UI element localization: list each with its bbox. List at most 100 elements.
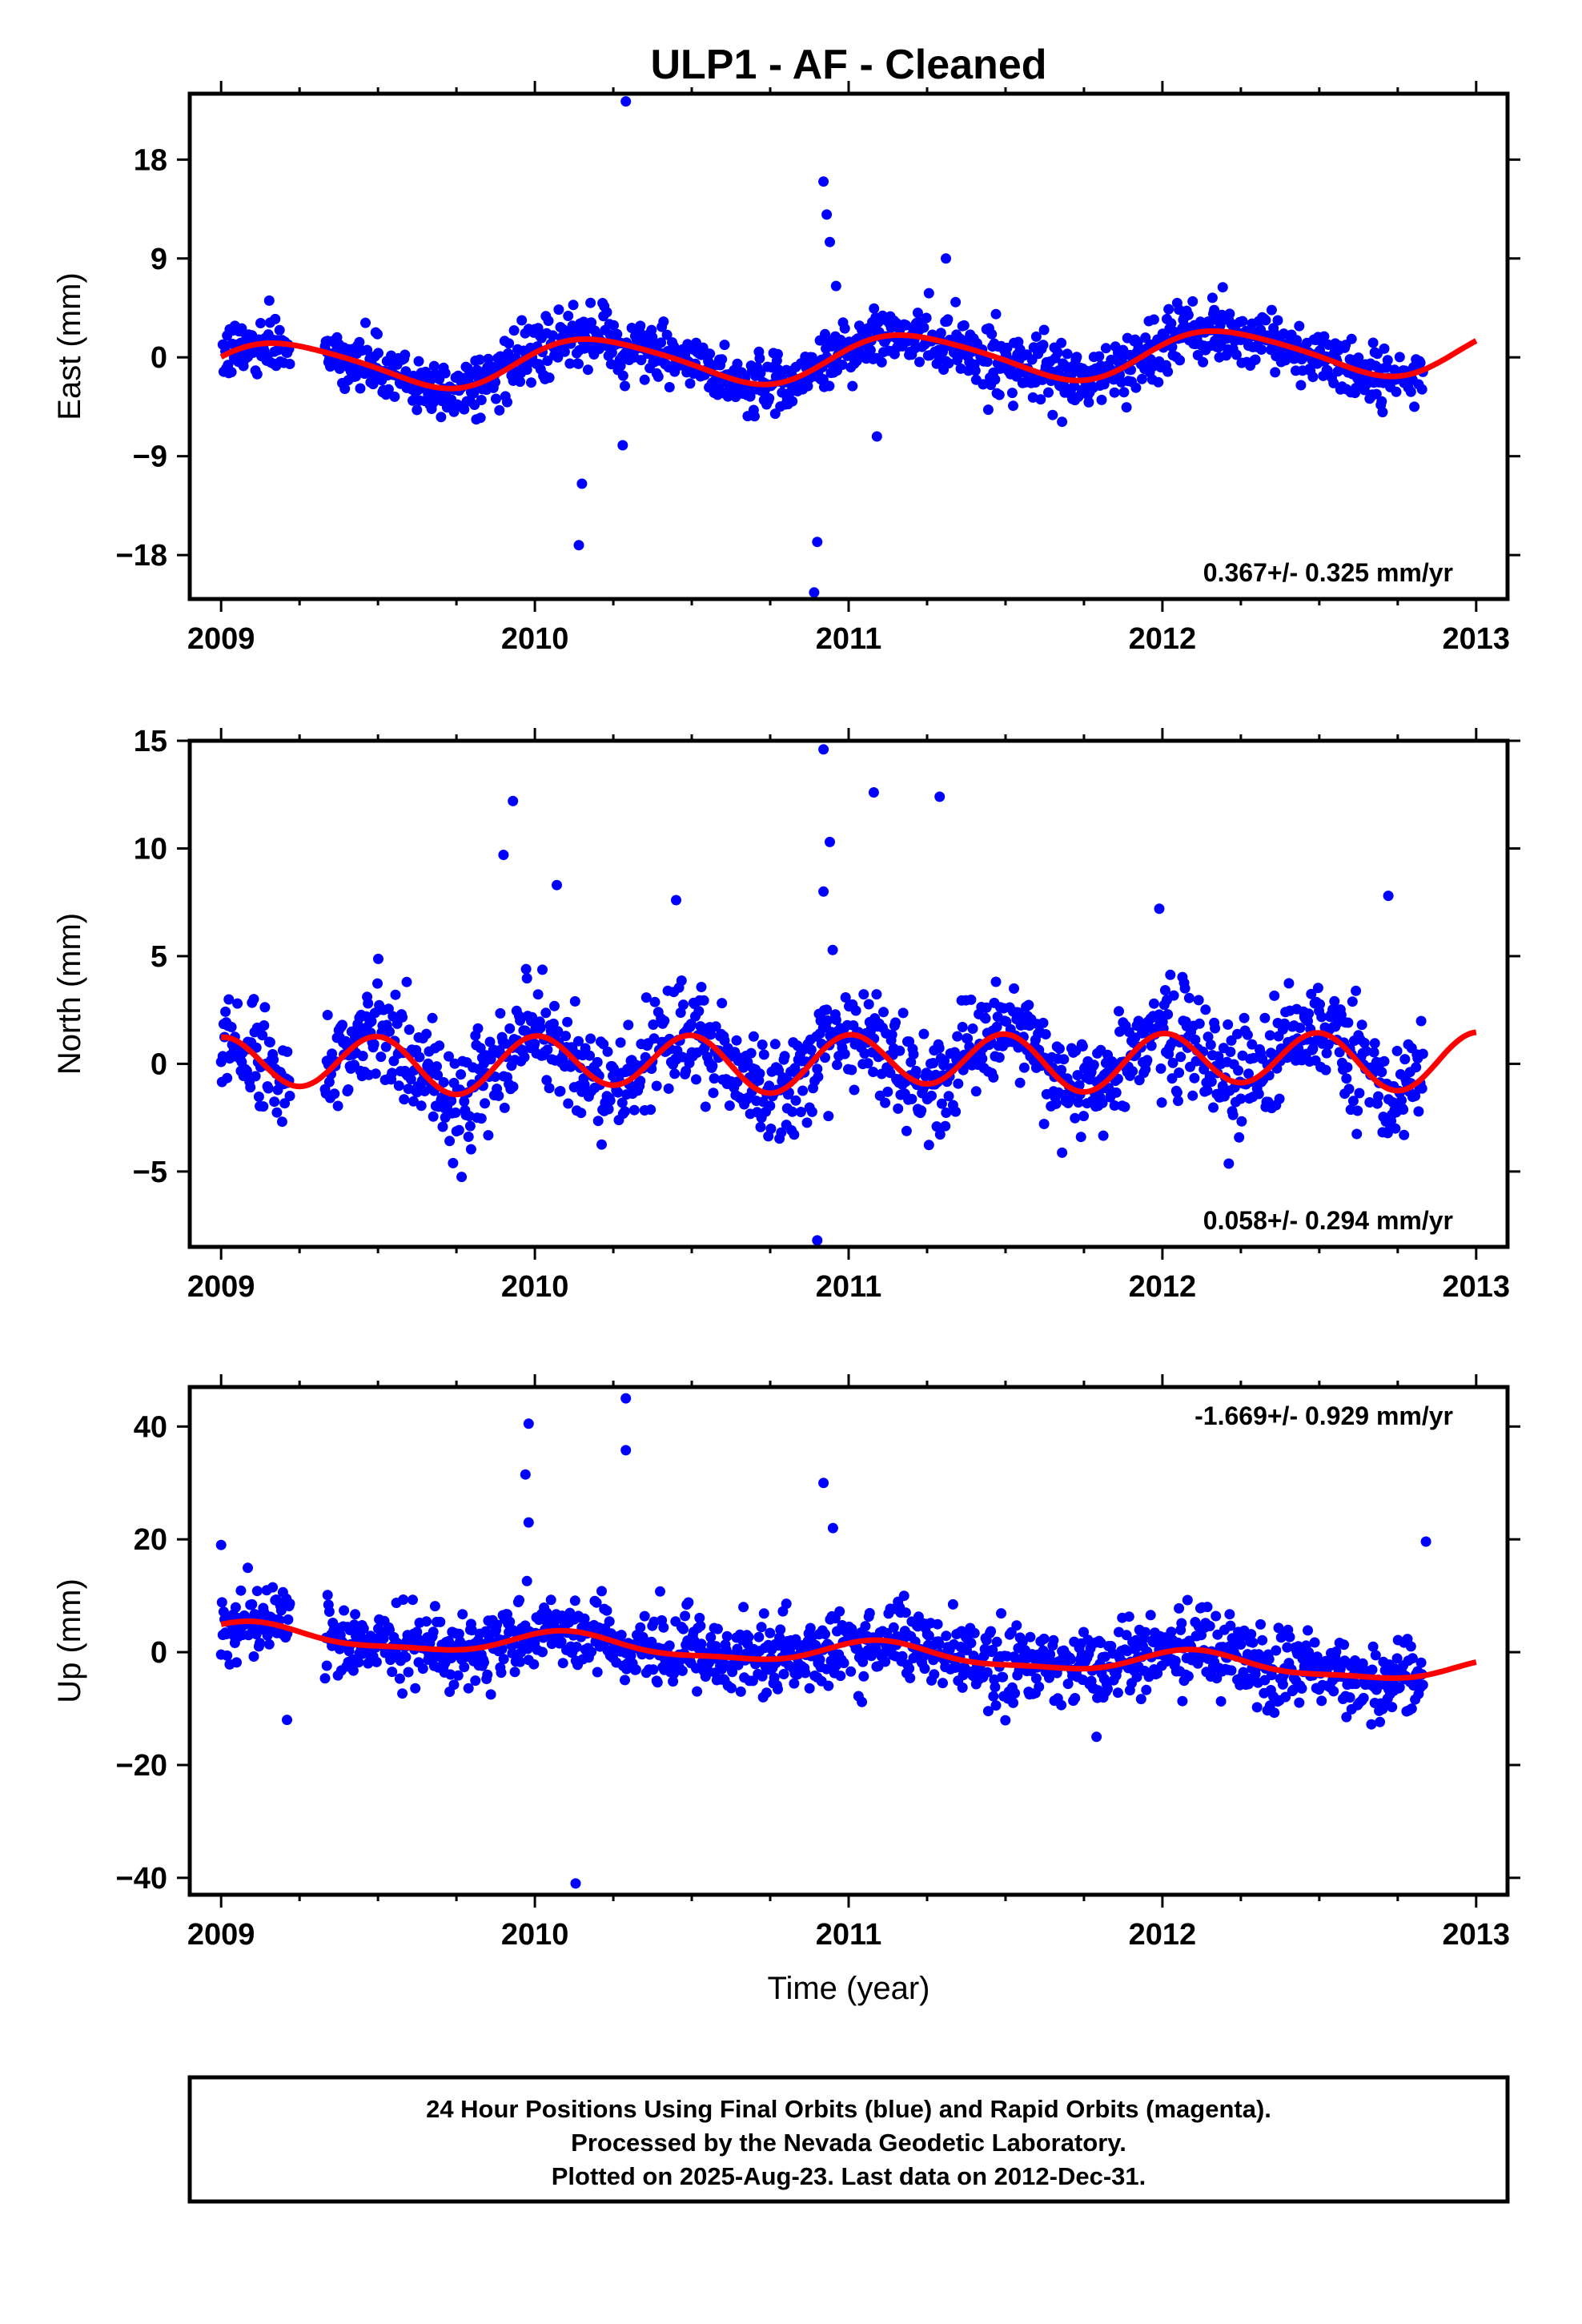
data-point [1341, 1711, 1352, 1723]
data-point [563, 311, 574, 321]
data-point [1353, 352, 1364, 364]
data-point [707, 1060, 718, 1072]
outlier-point [1420, 1536, 1431, 1547]
data-point [269, 1096, 280, 1108]
outlier-point [818, 1478, 829, 1489]
data-point [1328, 377, 1339, 388]
data-point [1100, 343, 1111, 354]
data-point [250, 1071, 261, 1082]
data-point [802, 380, 813, 392]
data-point [790, 1634, 801, 1645]
data-point [943, 1091, 954, 1102]
data-point [1367, 1641, 1379, 1652]
data-point [1206, 1076, 1217, 1088]
data-point [950, 296, 962, 308]
data-point [248, 1651, 259, 1662]
data-point [982, 404, 994, 416]
data-point [1234, 1132, 1245, 1143]
data-point [1361, 1046, 1371, 1056]
data-point [1142, 1055, 1153, 1066]
data-point [645, 1104, 656, 1116]
footer-line-2: Processed by the Nevada Geodetic Laborat… [571, 2129, 1126, 2157]
data-point [1044, 1672, 1054, 1683]
data-point [685, 1019, 697, 1030]
data-point [1202, 1085, 1213, 1096]
data-point [1199, 1063, 1210, 1075]
y-axis-label: Up (mm) [52, 1578, 87, 1703]
data-point [1038, 1633, 1050, 1644]
data-point [1072, 1070, 1083, 1081]
data-point [724, 1100, 735, 1112]
data-point [897, 1007, 909, 1019]
data-point [373, 953, 383, 964]
data-point [413, 356, 424, 367]
data-point [1235, 1639, 1247, 1650]
data-point [929, 1669, 940, 1680]
data-point [445, 1669, 456, 1680]
data-point [257, 1030, 268, 1041]
y-tick-label: 5 [151, 940, 167, 974]
data-point [1415, 357, 1426, 368]
data-point [1102, 1683, 1113, 1695]
data-point [616, 1630, 627, 1641]
data-point [268, 1054, 279, 1065]
x-tick-label: 2013 [1443, 1270, 1511, 1304]
data-point [1043, 387, 1054, 398]
data-point [1406, 1703, 1417, 1715]
data-point [602, 1046, 613, 1057]
data-point [765, 1124, 777, 1134]
outlier-point [825, 236, 835, 247]
data-point [495, 1007, 506, 1019]
data-point [421, 1616, 432, 1627]
data-point [393, 1080, 404, 1092]
data-point [635, 1622, 646, 1633]
data-point [941, 1108, 952, 1118]
outlier-point [570, 1878, 581, 1889]
data-point [1198, 356, 1209, 368]
data-point [1123, 1611, 1134, 1622]
outlier-point [818, 744, 829, 755]
data-point [934, 1129, 946, 1140]
data-point [651, 1080, 662, 1092]
data-point [939, 1055, 950, 1066]
data-point [656, 337, 667, 348]
data-point [839, 323, 850, 334]
data-point [251, 1586, 263, 1597]
data-point [648, 1616, 660, 1627]
data-point [962, 1033, 974, 1044]
data-point [604, 1616, 615, 1627]
data-point [705, 1632, 717, 1642]
data-point [769, 1039, 781, 1050]
x-tick-label: 2009 [187, 1918, 255, 1952]
data-point [615, 1037, 626, 1048]
data-point [1295, 1023, 1306, 1033]
data-point [1379, 343, 1390, 354]
data-point [810, 1639, 821, 1651]
outlier-point [827, 1522, 838, 1534]
data-point [717, 354, 728, 365]
data-point [787, 1106, 798, 1117]
data-point [544, 372, 555, 384]
data-point [1174, 1068, 1185, 1078]
data-point [957, 1022, 968, 1032]
outlier-point [812, 537, 823, 548]
outlier-point [868, 787, 879, 798]
data-point [1223, 1019, 1234, 1030]
data-point [769, 408, 781, 420]
data-point [755, 1121, 766, 1132]
data-point [1131, 1671, 1142, 1683]
data-point [1034, 1681, 1045, 1692]
data-point [871, 989, 882, 1000]
data-point [459, 1096, 470, 1107]
data-point [601, 307, 612, 318]
data-point [450, 1107, 461, 1118]
data-point [499, 1102, 510, 1113]
data-point [412, 404, 423, 416]
data-point [835, 1671, 846, 1682]
data-point [579, 1079, 590, 1090]
data-point [267, 1582, 279, 1593]
data-point [639, 374, 650, 385]
data-point [541, 1075, 552, 1086]
data-point [1203, 1031, 1214, 1043]
data-point [761, 1687, 772, 1699]
